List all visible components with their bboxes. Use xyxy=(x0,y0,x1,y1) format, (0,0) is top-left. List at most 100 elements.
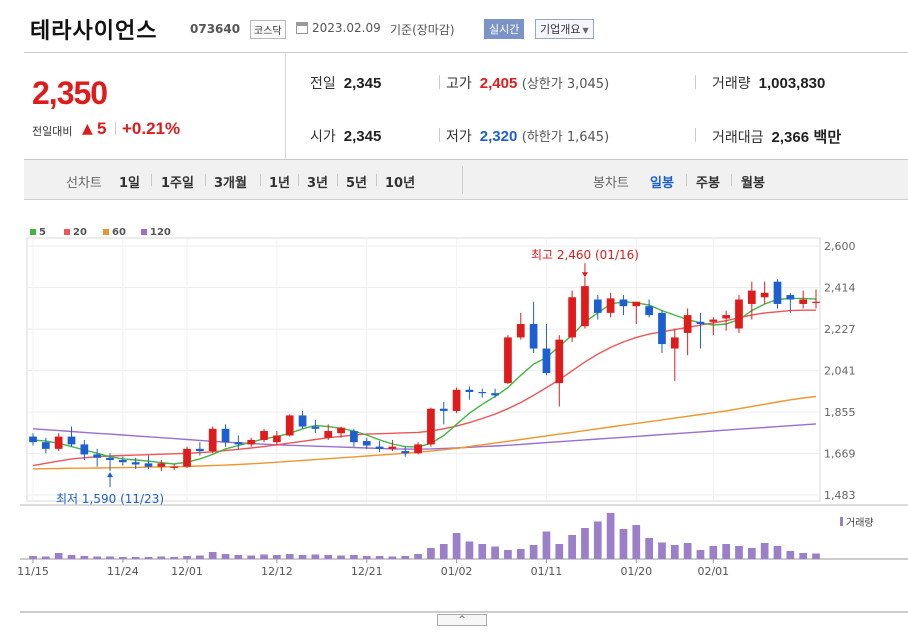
volume-bar xyxy=(581,528,589,559)
volume-bar xyxy=(80,556,89,559)
lower-limit: (하한가 1,645) xyxy=(521,130,610,145)
legend-swatch xyxy=(103,229,109,235)
candle-body xyxy=(337,427,345,434)
company-info-label: 기업개요 xyxy=(540,23,581,36)
period-1y[interactable]: 1년 xyxy=(269,176,291,191)
volume-bar xyxy=(273,555,281,559)
x-tick-label: 12/01 xyxy=(171,565,203,578)
volume-bar xyxy=(658,542,666,559)
candle-body xyxy=(683,315,692,333)
candle-body xyxy=(119,460,127,463)
candle-body xyxy=(183,448,191,467)
candle-body xyxy=(131,462,140,465)
candle-daily[interactable]: 일봉 xyxy=(650,176,674,191)
candle-body xyxy=(401,451,410,454)
volume-bar xyxy=(555,544,564,559)
volume-label: 거래량 xyxy=(712,76,751,92)
candle-body xyxy=(273,435,281,443)
volume-bar xyxy=(221,554,230,559)
volume-bar xyxy=(208,552,217,559)
candle-body xyxy=(555,339,564,384)
candle-body xyxy=(260,431,268,440)
candle-body xyxy=(568,297,576,338)
candle-body xyxy=(670,337,679,349)
volume-bar xyxy=(606,513,615,559)
period-1w[interactable]: 1주일 xyxy=(161,176,194,191)
legend-ma5: 5 xyxy=(30,227,46,238)
candle-chart-label: 봉차트 xyxy=(593,176,629,191)
ma20-line xyxy=(32,309,816,467)
volume-bar xyxy=(362,556,371,559)
period-5y[interactable]: 5년 xyxy=(346,176,368,191)
period-3m[interactable]: 3개월 xyxy=(214,176,247,191)
turnover-value: 2,366 xyxy=(771,129,810,146)
candle-body xyxy=(106,457,114,461)
volume-bar xyxy=(350,555,358,559)
quote-basis: 기준(장마감) xyxy=(390,23,455,37)
candle-weekly[interactable]: 주봉 xyxy=(696,176,720,191)
expand-toggle-button[interactable]: ^ xyxy=(437,614,487,626)
x-tick-label: 12/12 xyxy=(261,565,293,578)
volume-bar xyxy=(54,553,63,559)
candle-body xyxy=(542,348,551,374)
volume-bar xyxy=(93,556,102,559)
volume-bar xyxy=(170,557,179,559)
volume-bar xyxy=(504,550,512,559)
x-tick-label: 12/21 xyxy=(351,565,383,578)
candle-body xyxy=(516,324,525,338)
candle-body xyxy=(747,290,756,304)
company-info-button[interactable]: 기업개요 ▼ xyxy=(535,19,594,39)
volume-bar xyxy=(696,550,705,559)
legend-ma60: 60 xyxy=(103,227,126,238)
period-3y[interactable]: 3년 xyxy=(307,176,329,191)
turnover-unit: 백만 xyxy=(813,129,842,146)
quote-date: 2023.02.09 xyxy=(312,21,381,35)
candle-body xyxy=(196,448,204,452)
period-1d[interactable]: 1일 xyxy=(119,176,141,191)
calendar-icon xyxy=(296,22,308,34)
volume-bar xyxy=(812,553,820,559)
candle-body xyxy=(80,444,89,455)
volume-bar xyxy=(439,544,448,559)
volume-bar xyxy=(516,549,525,559)
candle-body xyxy=(799,299,808,304)
volume-bar xyxy=(234,555,243,559)
volume-bar xyxy=(375,556,384,559)
chart-svg: 2,600 2,414 2,227 2,041 1,855 1,669 1,483 11/15… xyxy=(17,237,908,613)
candle-body xyxy=(388,446,397,449)
prev-close-value: 2,345 xyxy=(343,75,382,92)
volume-bar xyxy=(568,535,576,559)
volume-bar xyxy=(645,538,653,559)
realtime-button[interactable]: 실시간 xyxy=(484,19,525,39)
candle-body xyxy=(452,389,461,411)
price-chart[interactable]: 2,600 2,414 2,227 2,041 1,855 1,669 1,483 11/15… xyxy=(0,214,908,632)
up-arrow-icon: ▲ xyxy=(82,121,93,137)
candle-body xyxy=(144,463,153,467)
volume-bar xyxy=(298,555,307,559)
high: 고가 2,405 (상한가 3,045) xyxy=(446,73,609,93)
low: 저가 2,320 (하한가 1,645) xyxy=(446,126,609,146)
volume-bar xyxy=(388,556,397,559)
volume-bar xyxy=(324,555,333,559)
volume-legend-label: 거래량 xyxy=(846,517,874,529)
stock-header: 테라사이언스 073640 코스닥 2023.02.09 기준(장마감) 실시간… xyxy=(0,0,908,48)
legend-label: 5 xyxy=(39,227,46,238)
candle-body xyxy=(658,312,666,345)
candle-monthly[interactable]: 월봉 xyxy=(741,176,765,191)
low-value: 2,320 xyxy=(479,128,518,145)
x-tick-label: 01/11 xyxy=(531,565,563,578)
divider xyxy=(337,174,338,186)
candle-body xyxy=(735,299,743,329)
period-10y[interactable]: 10년 xyxy=(385,176,416,191)
divider xyxy=(205,174,206,186)
divider xyxy=(439,75,440,89)
candle-body xyxy=(619,299,628,307)
candle-body xyxy=(465,389,474,393)
volume-bar xyxy=(260,554,268,559)
divider xyxy=(695,75,696,89)
quote-summary: 2,350 전일대비 ▲ 5 +0.21% 전일 2,345 고가 2,405 (상… xyxy=(24,52,908,160)
volume-bar xyxy=(196,555,204,559)
candle-body xyxy=(427,408,435,445)
upper-limit: (상한가 3,045) xyxy=(521,77,610,92)
ma60-line xyxy=(32,395,817,470)
